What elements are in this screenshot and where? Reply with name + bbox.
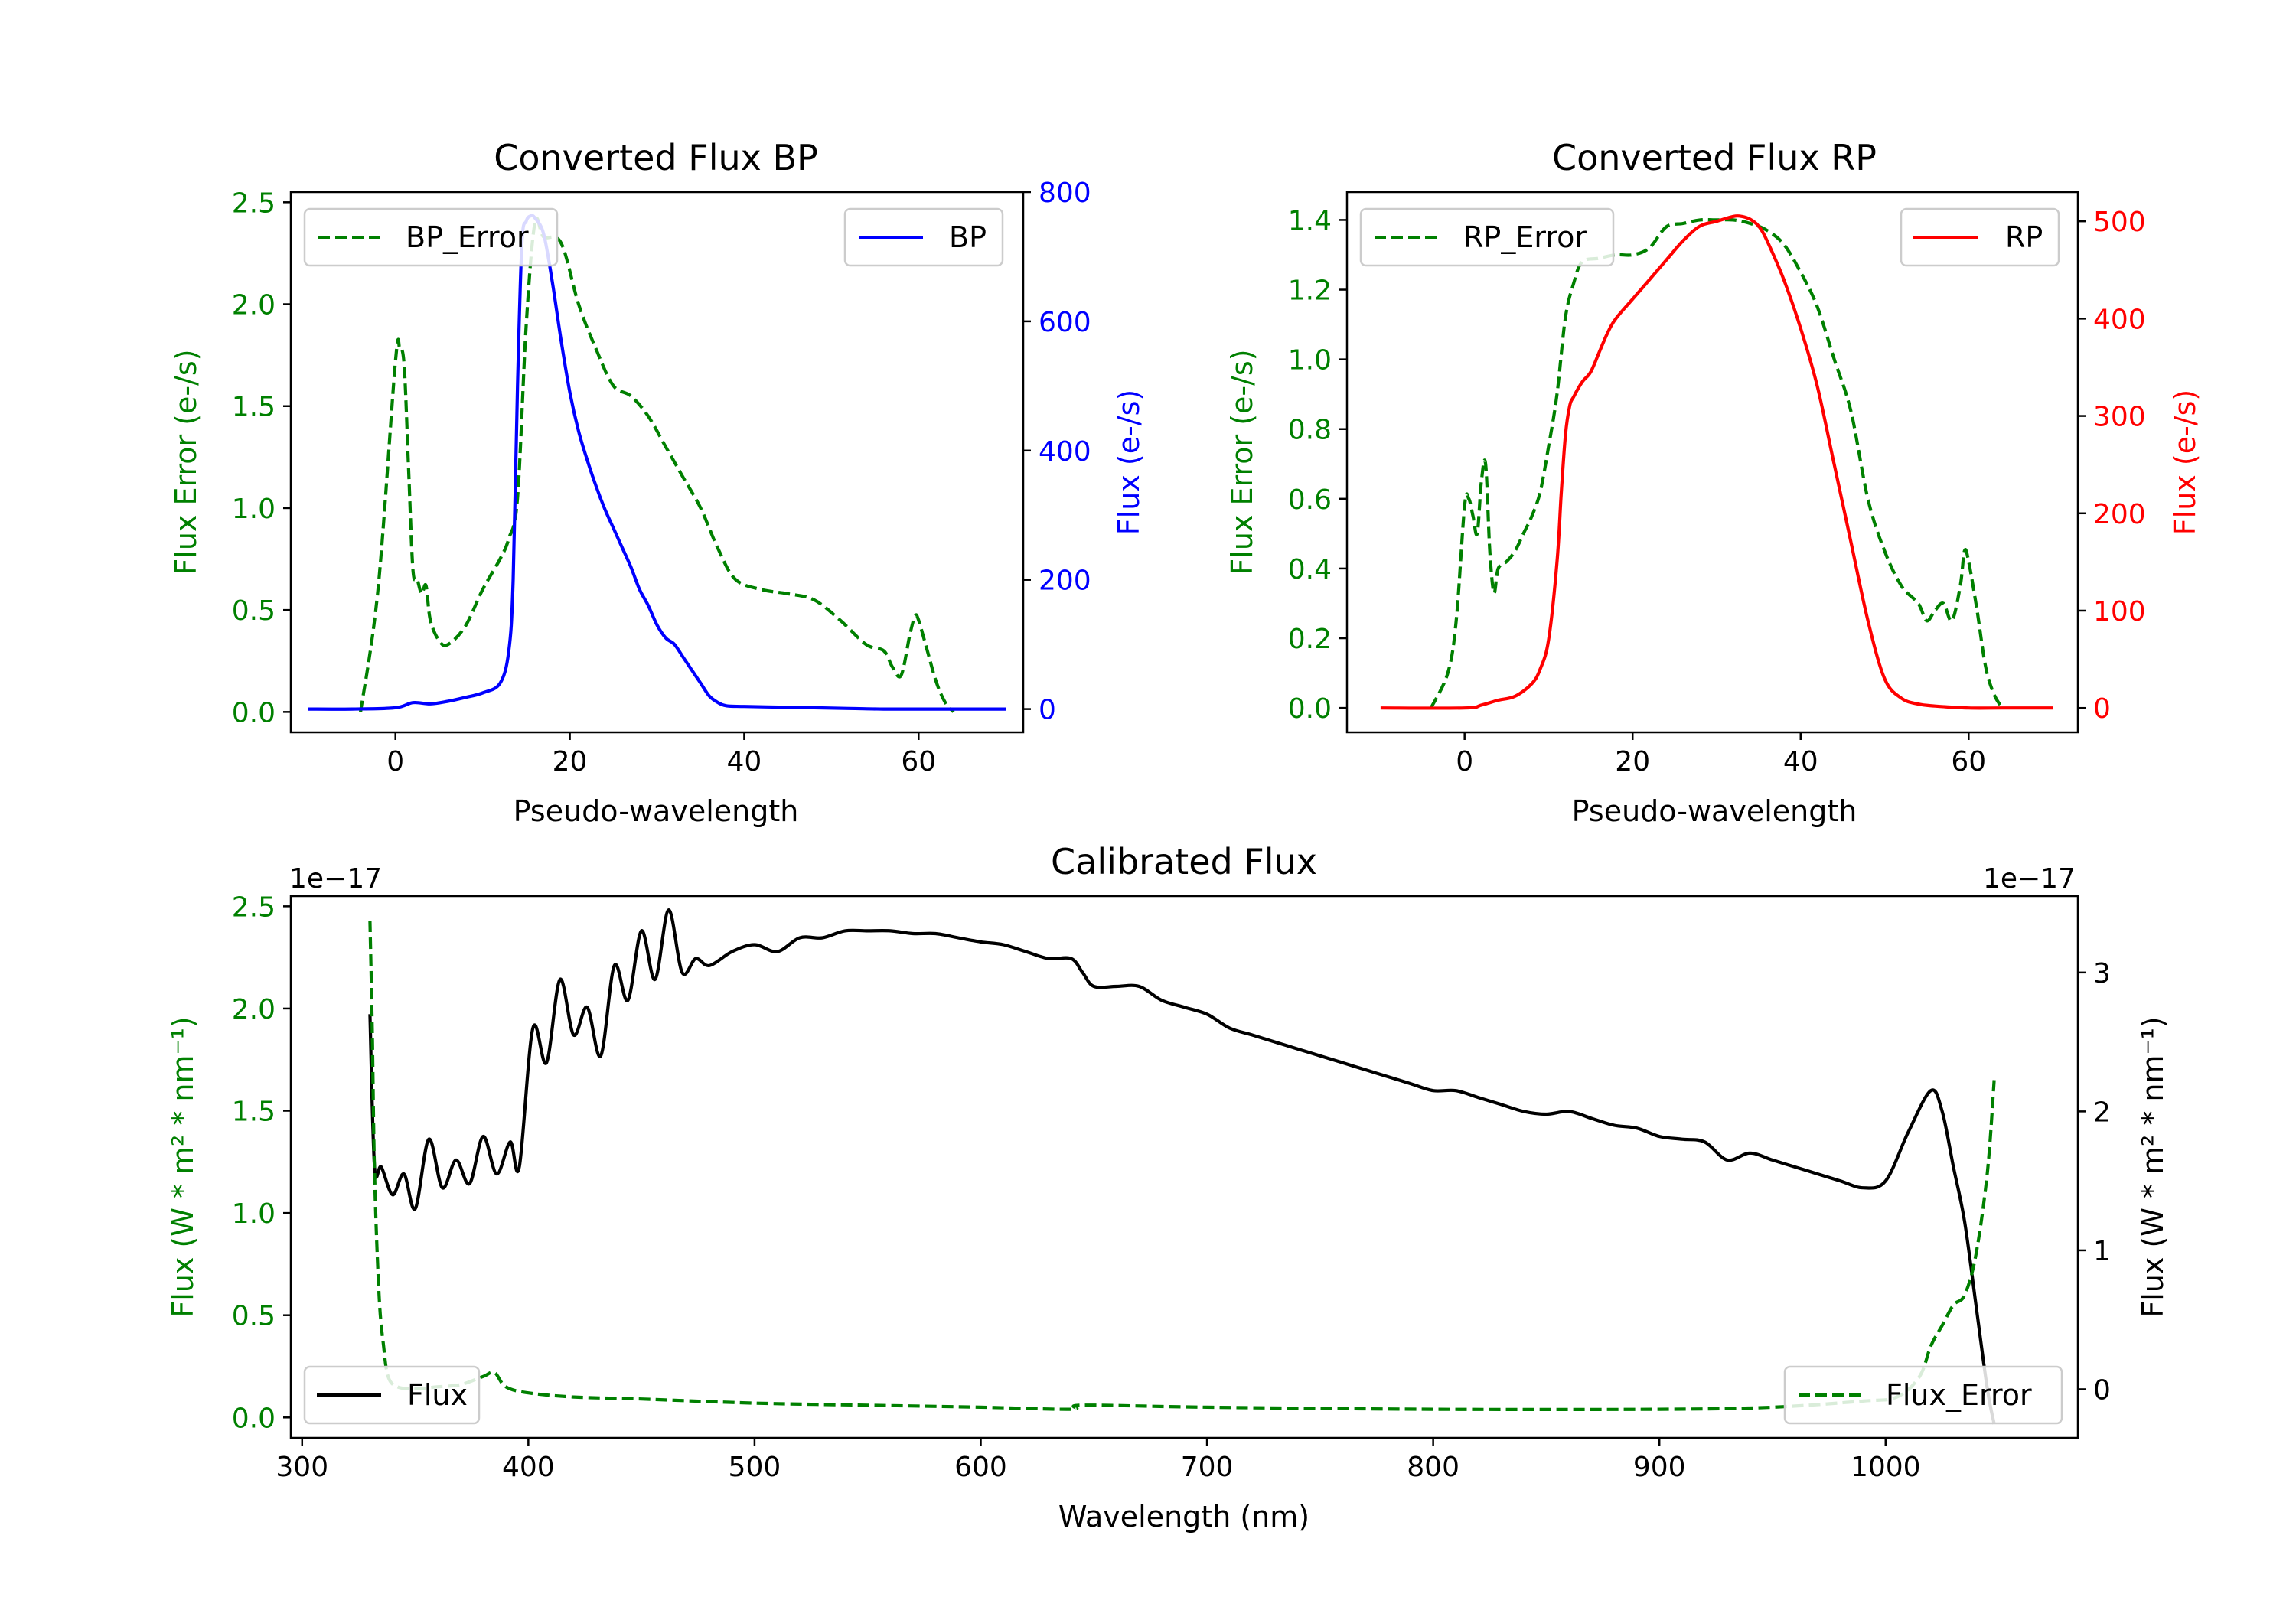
chart-rp-xlabel: Pseudo-wavelength [1572,794,1857,828]
chart-calibrated-legend-flux-label: Flux [407,1378,468,1412]
y-right-tick-label: 0 [2093,1374,2111,1406]
y-left-tick-label: 2.0 [232,994,276,1025]
series-flux [368,908,1996,1425]
y-left-tick-label: 0.6 [1288,484,1332,516]
y-left-tick-label: 1.2 [1288,275,1332,307]
y-right-tick-label: 600 [1039,307,1091,338]
chart-calibrated-legend-error-label: Flux_Error [1886,1378,2032,1412]
y-left-tick-label: 1.0 [232,1198,276,1230]
x-tick-label: 0 [386,746,404,777]
chart-bp-ylabel-right: Flux (e-/s) [1112,390,1146,535]
y-left-tick-label: 0.8 [1288,415,1332,446]
y-left-tick-label: 1.0 [232,494,276,525]
x-tick-label: 20 [1615,746,1650,777]
series-bp [308,214,1006,711]
chart-rp-legend-rp: RP [1900,207,2060,267]
y-left-tick-label: 0.5 [232,595,276,627]
y-left-tick-label: 1.5 [232,392,276,423]
chart-calibrated-frame [289,895,2079,1439]
x-tick-label: 900 [1633,1452,1686,1483]
chart-calibrated-legend-flux: Flux [303,1365,481,1425]
y-left-tick-label: 2.0 [232,290,276,321]
chart-calibrated-ylabel-right: Flux (W * m² * nm⁻¹) [2136,1016,2170,1317]
x-tick-label: 300 [276,1452,328,1483]
y-left-tick-label: 1.0 [1288,345,1332,376]
y-right-tick-label: 3 [2093,958,2111,989]
chart-bp: Converted Flux BP 0 20 40 60 0.0 0.5 1.0 1.5 2.0… [169,137,1146,828]
y-left-tick-label: 2.5 [232,892,276,923]
chart-bp-xlabel: Pseudo-wavelength [514,794,799,828]
y-left-tick-label: 2.5 [232,187,276,219]
y-left-tick-label: 0.0 [1288,693,1332,725]
chart-bp-legend-bp: BP [843,207,1004,267]
chart-bp-ylabel-left: Flux Error (e-/s) [169,349,203,575]
y-right-tick-label: 300 [2093,402,2146,433]
chart-calibrated-ticks: 300 400 500 600 700 800 900 1000 0.0 0.5 1.0 1.5 2.0… [232,892,2111,1483]
y-left-tick-label: 0.5 [232,1301,276,1332]
series-bp-error [359,217,955,713]
x-tick-label: 0 [1456,746,1473,777]
x-tick-label: 400 [502,1452,555,1483]
y-right-tick-label: 100 [2093,596,2146,627]
x-tick-label: 40 [1783,746,1818,777]
x-tick-label: 60 [1951,746,1986,777]
chart-bp-legend-error-label: BP_Error [406,220,529,254]
x-tick-label: 20 [553,746,588,777]
chart-calibrated-offset-right: 1e−17 [1983,863,2076,895]
x-tick-label: 600 [954,1452,1007,1483]
chart-rp-ylabel-right: Flux (e-/s) [2168,390,2202,535]
y-left-tick-label: 0.0 [232,697,276,729]
chart-calibrated: Calibrated Flux 1e−17 1e−17 300 400 500 600… [166,841,2170,1534]
x-tick-label: 700 [1181,1452,1234,1483]
series-rp [1380,214,2053,710]
y-right-tick-label: 2 [2093,1097,2111,1128]
chart-bp-frame [289,191,1025,734]
chart-rp-legend-rp-label: RP [2005,220,2043,254]
chart-rp-ticks: 0 20 40 60 0.0 0.2 0.4 0.6 0.8 1.0 1.2 1.4 0 100 200 30… [1288,205,2146,777]
x-tick-label: 800 [1407,1452,1459,1483]
chart-calibrated-xlabel: Wavelength (nm) [1058,1500,1309,1534]
y-right-tick-label: 500 [2093,207,2146,238]
chart-calibrated-series [368,908,1996,1425]
chart-calibrated-legend-error: Flux_Error [1783,1365,2063,1425]
chart-calibrated-offset-left: 1e−17 [289,863,382,895]
y-right-tick-label: 400 [2093,304,2146,335]
y-right-tick-label: 400 [1039,436,1091,468]
x-tick-label: 500 [729,1452,781,1483]
chart-rp-ylabel-left: Flux Error (e-/s) [1225,349,1259,575]
chart-rp-title: Converted Flux RP [1552,137,1877,178]
chart-rp-series [1380,214,2053,710]
y-left-tick-label: 0.2 [1288,624,1332,655]
chart-calibrated-ylabel-left: Flux (W * m² * nm⁻¹) [166,1016,200,1317]
x-tick-label: 60 [901,746,936,777]
chart-calibrated-title: Calibrated Flux [1051,841,1317,882]
y-right-tick-label: 0 [2093,693,2111,725]
chart-bp-title: Converted Flux BP [494,137,818,178]
y-left-tick-label: 1.5 [232,1097,276,1128]
chart-bp-series [308,214,1006,713]
chart-rp-legend-error: RP_Error [1359,207,1615,267]
y-left-tick-label: 0.0 [232,1403,276,1434]
chart-bp-ticks: 0 20 40 60 0.0 0.5 1.0 1.5 2.0 2.5 0 200 400 600 800 [232,178,1091,777]
chart-rp-legend-error-label: RP_Error [1463,220,1587,254]
y-right-tick-label: 800 [1039,178,1091,209]
y-left-tick-label: 0.4 [1288,554,1332,585]
y-right-tick-label: 1 [2093,1236,2111,1267]
chart-rp-frame [1345,191,2079,734]
series-rp-error [1429,217,2004,709]
x-tick-label: 1000 [1851,1452,1921,1483]
y-right-tick-label: 200 [2093,499,2146,530]
series-flux-error [368,921,1996,1411]
y-right-tick-label: 0 [1039,695,1056,726]
x-tick-label: 40 [727,746,762,777]
y-left-tick-label: 1.4 [1288,205,1332,236]
chart-bp-legend-bp-label: BP [949,220,987,254]
chart-rp: Converted Flux RP 0 20 40 60 0.0 0.2 0.4 0.6 0.8… [1225,137,2202,828]
y-right-tick-label: 200 [1039,566,1091,597]
chart-bp-legend-error: BP_Error [303,207,559,267]
